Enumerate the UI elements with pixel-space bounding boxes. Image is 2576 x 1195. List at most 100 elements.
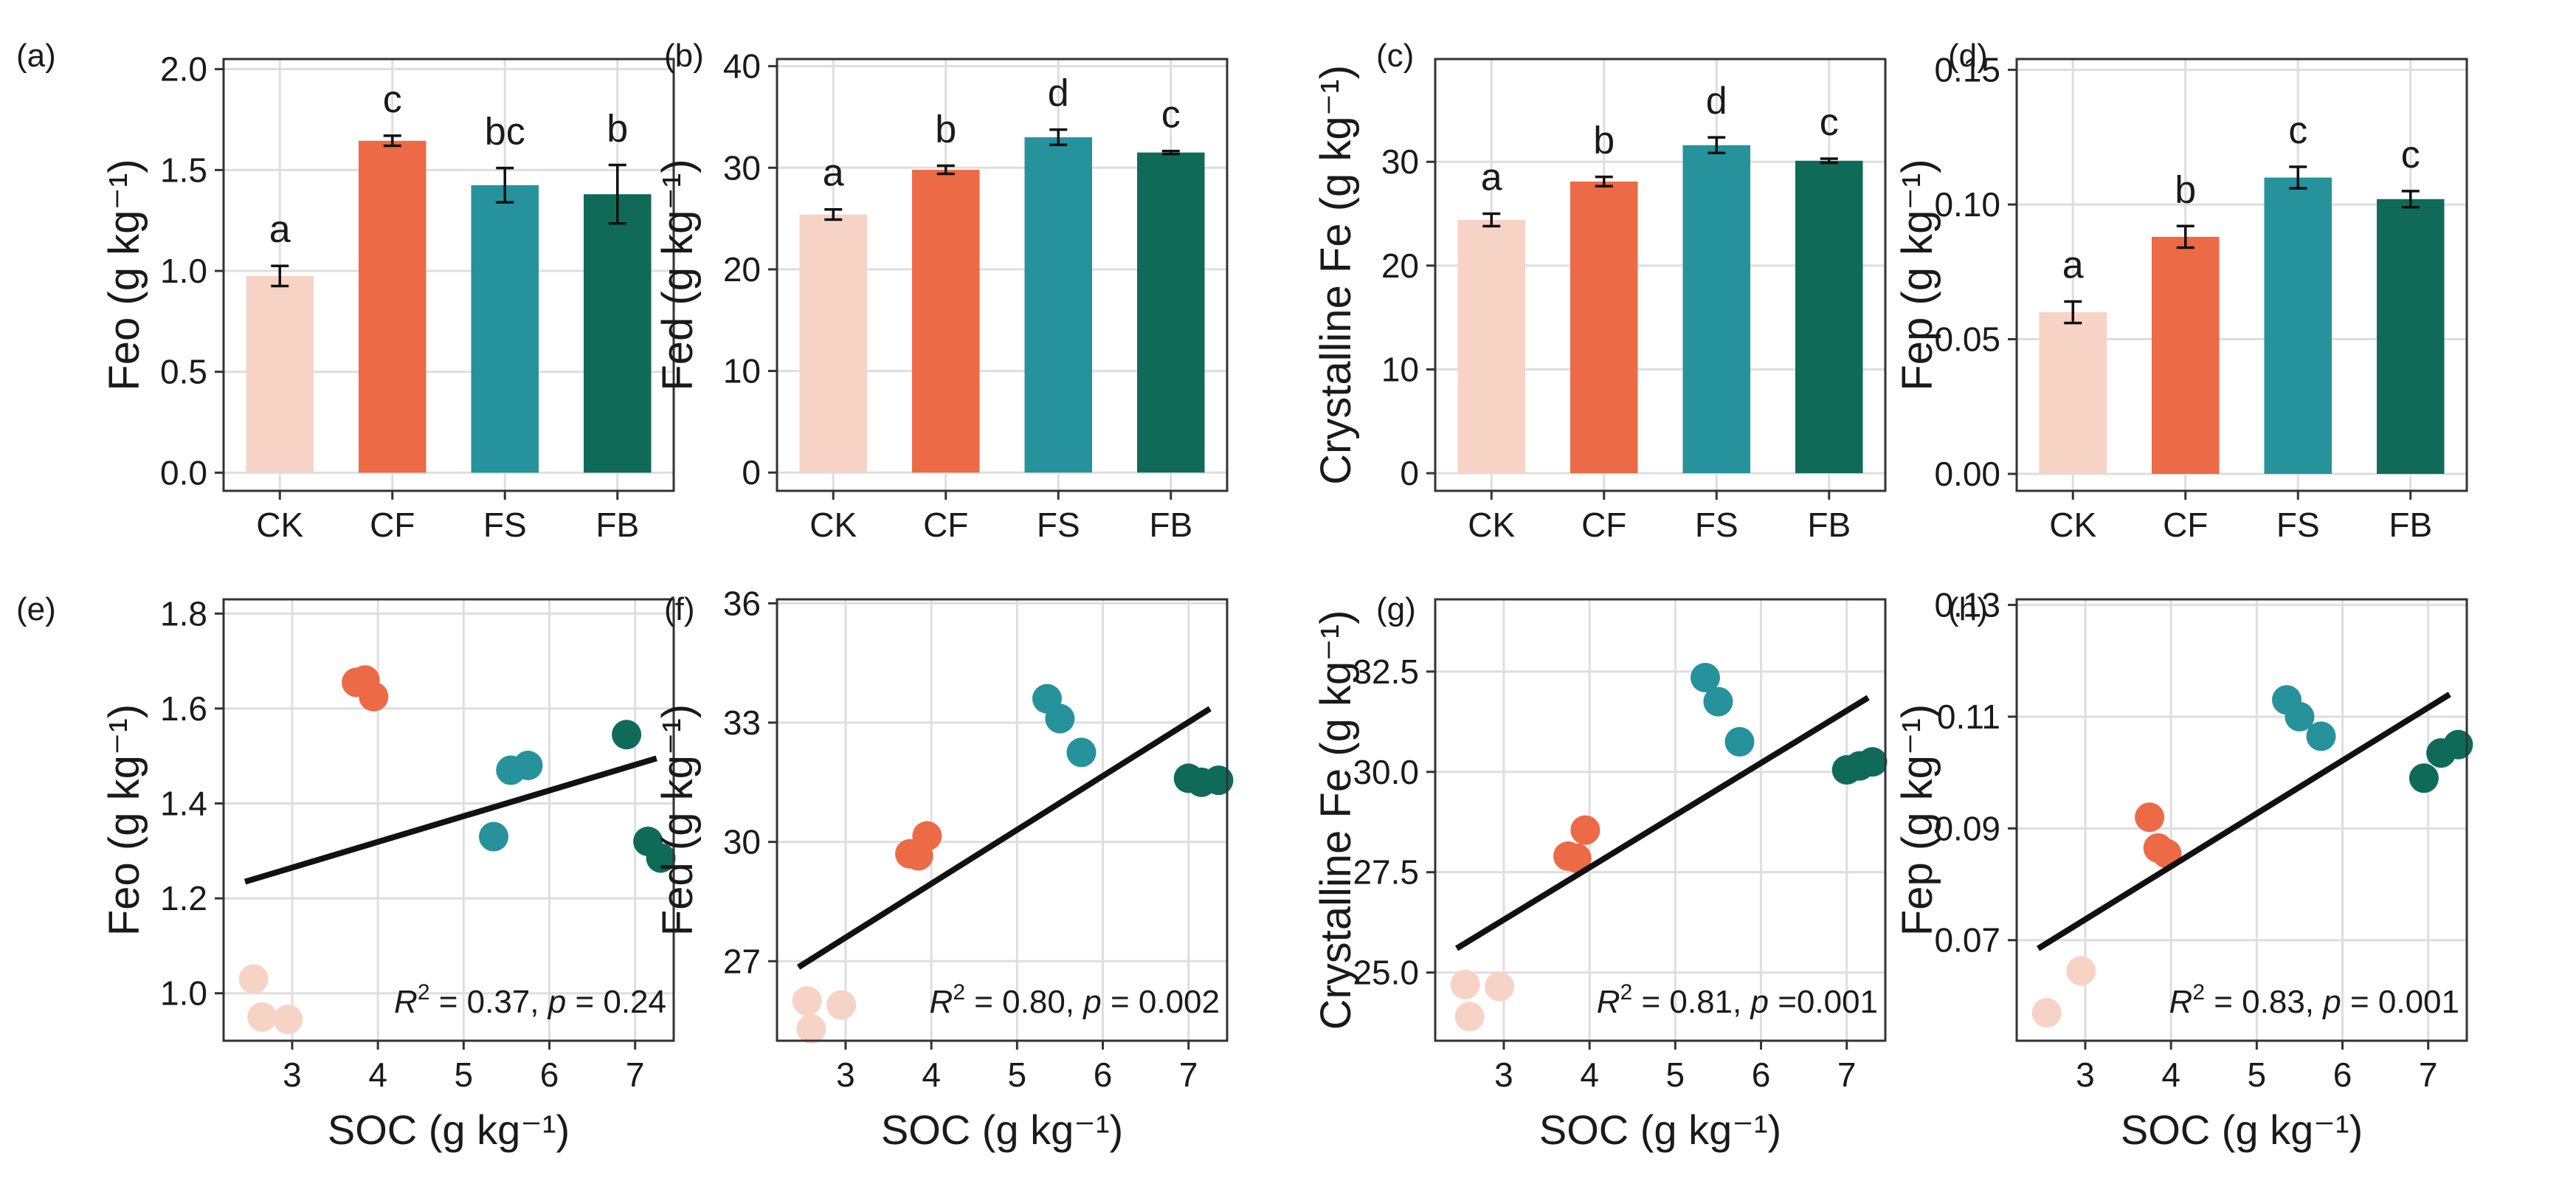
regression-line bbox=[796, 706, 1212, 970]
x-tick-label: CK bbox=[1468, 506, 1515, 544]
point-fb bbox=[2443, 729, 2473, 760]
point-fs bbox=[479, 822, 508, 852]
y-tick-label: 10 bbox=[723, 352, 761, 390]
significance-letter: c bbox=[1161, 94, 1181, 137]
significance-letter: bc bbox=[485, 111, 525, 154]
panel-c: (c) Crystalline Fe (g kg⁻¹) a CK b CF d FS c FB 0 1… bbox=[1312, 38, 1887, 544]
bar-fs bbox=[2264, 177, 2332, 475]
point-fs bbox=[2285, 701, 2315, 731]
error-bar-cf bbox=[1595, 175, 1613, 188]
y-tick-label: 0.15 bbox=[1934, 51, 2000, 89]
x-tick-label: 7 bbox=[626, 1055, 645, 1094]
stat-r-sup: 2 bbox=[418, 980, 430, 1005]
panel-tag: (b) bbox=[664, 38, 704, 74]
point-fs bbox=[1703, 686, 1733, 717]
point-cf bbox=[1561, 843, 1592, 873]
panel-tag: (c) bbox=[1376, 38, 1414, 74]
error-bar-fs bbox=[1049, 128, 1068, 147]
y-tick-label: 10 bbox=[1381, 350, 1419, 388]
x-tick-label: 4 bbox=[2161, 1055, 2180, 1094]
bar-ck bbox=[1457, 219, 1525, 474]
x-tick-label: 7 bbox=[1179, 1055, 1198, 1094]
y-axis-label: Fed (g kg⁻¹) bbox=[654, 159, 702, 390]
point-fs bbox=[1724, 726, 1755, 757]
stat-r: R bbox=[394, 984, 418, 1020]
error-bar-ck bbox=[271, 264, 289, 288]
x-tick-label: 6 bbox=[1752, 1055, 1771, 1094]
error-bar-fs bbox=[496, 166, 514, 204]
y-axis-label: Crystalline Fe (g kg⁻¹) bbox=[1312, 65, 1360, 485]
panel-f: (f) Fed (g kg⁻¹) 3 4 5 6 7 SOC (g kg⁻¹) R2 = 0.8… bbox=[654, 584, 1234, 1153]
significance-letter: b bbox=[1593, 120, 1615, 162]
y-tick-label: 40 bbox=[723, 47, 761, 86]
significance-letter: a bbox=[269, 208, 291, 251]
y-tick-label: 1.6 bbox=[160, 689, 207, 728]
x-axis-label: SOC (g kg⁻¹) bbox=[2121, 1106, 2363, 1153]
panel-border bbox=[776, 598, 1229, 1042]
point-fs bbox=[1691, 663, 1720, 693]
significance-letter: a bbox=[823, 152, 844, 195]
panel-border bbox=[2015, 598, 2468, 1042]
point-ck bbox=[238, 964, 269, 994]
bar-fb bbox=[1137, 152, 1205, 473]
significance-letter: b bbox=[935, 109, 956, 151]
y-tick-label: 1.5 bbox=[160, 151, 207, 189]
point-cf bbox=[2135, 802, 2165, 833]
x-tick-label: FS bbox=[1037, 506, 1080, 544]
point-cf bbox=[2152, 838, 2182, 869]
point-ck bbox=[1485, 971, 1515, 1002]
x-tick-label: FB bbox=[1807, 506, 1851, 544]
y-tick-label: 0 bbox=[742, 453, 761, 492]
stat-r: R bbox=[1597, 984, 1620, 1020]
y-tick-label: 0.10 bbox=[1934, 185, 2000, 224]
x-axis-label: SOC (g kg⁻¹) bbox=[1539, 1106, 1781, 1153]
significance-letter: b bbox=[2175, 168, 2196, 211]
point-fb bbox=[1857, 747, 1888, 777]
stat-p-value: = 0.002 bbox=[1102, 984, 1220, 1020]
error-bar-fs bbox=[1707, 136, 1726, 155]
error-bar-ck bbox=[2064, 300, 2082, 325]
point-fb bbox=[2408, 763, 2439, 793]
y-tick-label: 1.2 bbox=[160, 879, 207, 917]
x-tick-label: FS bbox=[2276, 506, 2320, 544]
stat-r: R bbox=[930, 984, 953, 1020]
x-tick-label: CF bbox=[1581, 506, 1626, 544]
stat-p-value: =0.001 bbox=[1769, 984, 1878, 1020]
y-tick-label: 2.0 bbox=[160, 50, 207, 89]
x-tick-label: 3 bbox=[836, 1055, 855, 1094]
bar-ck bbox=[246, 275, 314, 473]
significance-letter: d bbox=[1706, 80, 1727, 123]
x-tick-label: 5 bbox=[1666, 1055, 1685, 1094]
significance-letter: c bbox=[2401, 134, 2420, 176]
y-tick-label: 27.5 bbox=[1353, 853, 1419, 892]
point-fs bbox=[2306, 721, 2336, 751]
error-bar-fb bbox=[2401, 190, 2420, 209]
point-cf bbox=[912, 821, 942, 851]
stat-p: p bbox=[1082, 984, 1101, 1020]
point-ck bbox=[2066, 956, 2096, 986]
x-tick-label: CF bbox=[2163, 506, 2208, 544]
point-cf bbox=[359, 681, 389, 712]
y-tick-label: 0.0 bbox=[160, 453, 207, 492]
x-tick-label: 6 bbox=[540, 1055, 559, 1094]
x-tick-label: 5 bbox=[1008, 1055, 1027, 1094]
point-ck bbox=[1454, 1002, 1485, 1032]
regression-line bbox=[2036, 692, 2451, 951]
y-tick-label: 30 bbox=[723, 148, 761, 187]
bar-ck bbox=[799, 214, 867, 473]
point-ck bbox=[796, 1013, 826, 1044]
significance-letter: c bbox=[383, 78, 402, 121]
panel-border bbox=[1434, 598, 1887, 1042]
y-tick-label: 0 bbox=[1400, 454, 1419, 492]
panel-tag: (d) bbox=[1948, 38, 1988, 74]
x-tick-label: 3 bbox=[283, 1055, 302, 1094]
stat-annotation: R2 = 0.37, p = 0.24 bbox=[394, 980, 666, 1020]
panel-tag: (e) bbox=[16, 591, 56, 627]
panel-border bbox=[222, 58, 675, 492]
panel-g: (g) Crystalline Fe (g kg⁻¹) 3 4 5 6 7 SOC (g kg… bbox=[1312, 591, 1888, 1153]
bar-fs bbox=[1024, 137, 1092, 473]
y-axis-label: Fed (g kg⁻¹) bbox=[654, 704, 702, 936]
panel-tag: (f) bbox=[664, 591, 695, 627]
x-tick-label: CF bbox=[923, 506, 968, 544]
stat-annotation: R2 = 0.83, p = 0.001 bbox=[2169, 980, 2459, 1020]
